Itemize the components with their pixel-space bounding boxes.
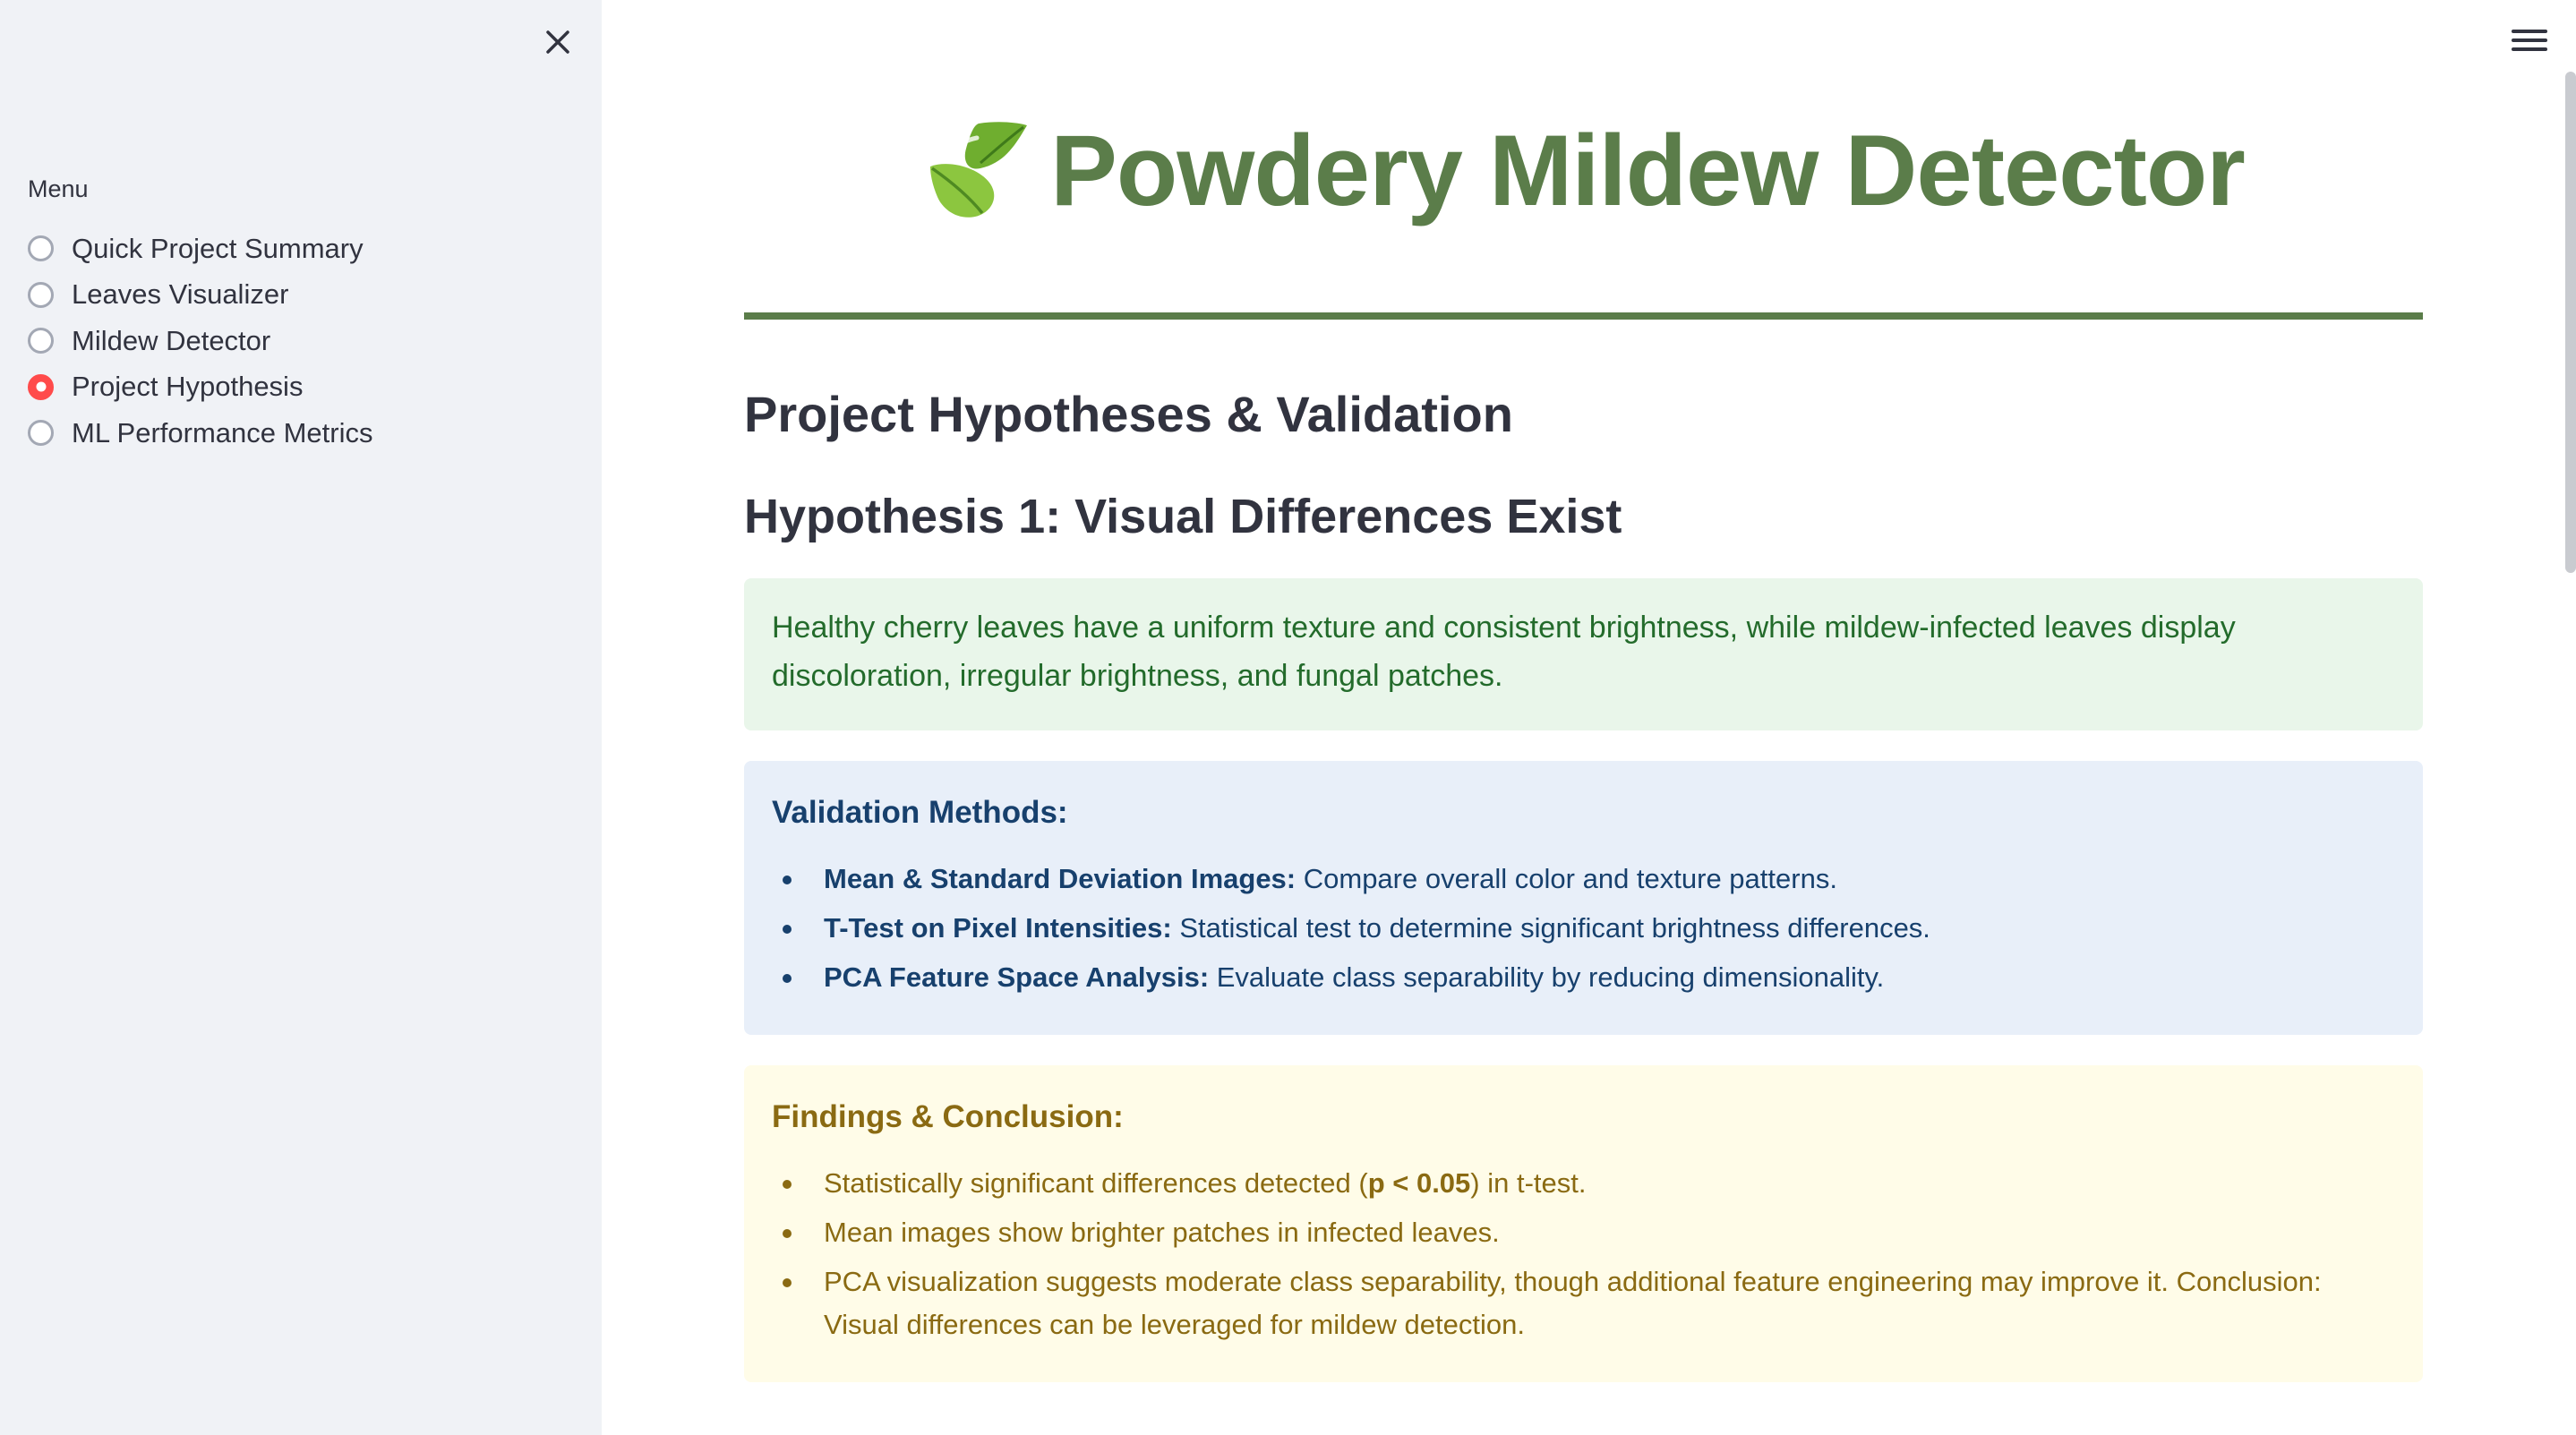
hypothesis-statement: Healthy cherry leaves have a uniform tex… [772,611,2236,693]
list-item: PCA visualization suggests moderate clas… [772,1260,2395,1346]
list-item: Statistically significant differences de… [772,1162,2395,1205]
nav-option-mildew-detector[interactable]: Mildew Detector [28,318,373,364]
validation-methods-list: Mean & Standard Deviation Images: Compar… [772,858,2395,999]
finding-text: Mean images show brighter patches in inf… [824,1217,1500,1248]
method-description: Evaluate class separability by reducing … [1209,961,1885,993]
main-content: Powdery Mildew Detector Project Hypothes… [602,0,2576,1435]
page-title-row: Powdery Mildew Detector [745,107,2423,233]
nav-option-label: ML Performance Metrics [72,416,373,448]
nav-option-label: Leaves Visualizer [72,278,289,311]
method-description: Compare overall color and texture patter… [1296,863,1837,894]
close-sidebar-button[interactable] [535,20,580,64]
page-title: Powdery Mildew Detector [1050,114,2246,226]
radio-button-icon[interactable] [28,420,54,447]
nav-option-label: Project Hypothesis [72,371,304,403]
nav-option-project-hypothesis[interactable]: Project Hypothesis [28,364,373,411]
title-divider [744,312,2423,320]
navigation-radio-group: Quick Project Summary Leaves Visualizer … [28,226,373,457]
finding-text: Statistically significant differences de… [824,1167,1368,1199]
validation-methods-box: Validation Methods: Mean & Standard Devi… [744,761,2423,1035]
section-heading: Project Hypotheses & Validation [744,386,1513,442]
radio-button-selected-icon[interactable] [28,373,54,400]
list-item: Mean images show brighter patches in inf… [772,1211,2395,1254]
radio-button-icon[interactable] [28,235,54,262]
hamburger-menu-icon-bar [2512,47,2547,51]
findings-list: Statistically significant differences de… [772,1162,2395,1346]
method-description: Statistical test to determine significan… [1171,912,1930,944]
p-value: p < 0.05 [1367,1167,1471,1199]
vertical-scrollbar[interactable] [2565,72,2576,573]
nav-option-leaves-visualizer[interactable]: Leaves Visualizer [28,272,373,319]
finding-text: ) in t-test. [1470,1167,1587,1199]
nav-option-quick-project-summary[interactable]: Quick Project Summary [28,226,373,272]
method-name: PCA Feature Space Analysis: [824,961,1210,993]
hypothesis-heading: Hypothesis 1: Visual Differences Exist [744,490,1622,543]
radio-button-icon[interactable] [28,281,54,308]
method-name: T-Test on Pixel Intensities: [824,912,1172,944]
findings-box: Findings & Conclusion: Statistically sig… [744,1065,2423,1382]
findings-heading: Findings & Conclusion: [772,1099,1124,1134]
hypothesis-statement-box: Healthy cherry leaves have a uniform tex… [744,578,2423,730]
radio-button-icon[interactable] [28,328,54,354]
list-item: Mean & Standard Deviation Images: Compar… [772,858,2395,901]
main-menu-button[interactable] [2512,22,2547,58]
nav-option-label: Quick Project Summary [72,232,364,264]
menu-label: Menu [28,175,89,202]
list-item: PCA Feature Space Analysis: Evaluate cla… [772,956,2395,999]
method-name: Mean & Standard Deviation Images: [824,863,1297,894]
list-item: T-Test on Pixel Intensities: Statistical… [772,907,2395,950]
nav-option-label: Mildew Detector [72,324,271,356]
hamburger-menu-icon [2512,30,2547,33]
validation-methods-heading: Validation Methods: [772,795,1068,830]
nav-option-ml-performance-metrics[interactable]: ML Performance Metrics [28,410,373,457]
hamburger-menu-icon-bar [2512,38,2547,42]
finding-text: PCA visualization suggests moderate clas… [824,1266,2322,1340]
close-icon [546,30,569,54]
sidebar: Menu Quick Project Summary Leaves Visual… [0,0,602,1435]
leaf-icon [930,122,1028,218]
